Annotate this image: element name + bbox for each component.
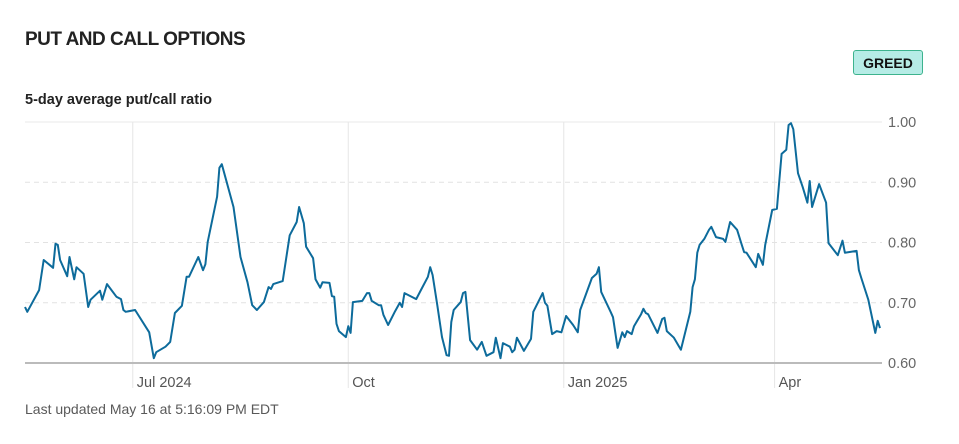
y-axis: 0.60 0.70 0.80 0.90 1.00 bbox=[888, 115, 916, 372]
y-tick-label: 0.90 bbox=[888, 175, 916, 191]
series-line bbox=[24, 122, 881, 360]
x-axis: Jul 2024 Oct Jan 2025 Apr bbox=[137, 375, 802, 391]
grid-lines bbox=[25, 121, 882, 388]
x-tick-label: Jul 2024 bbox=[137, 375, 192, 391]
y-tick-label: 0.60 bbox=[888, 356, 916, 372]
y-tick-label: 0.70 bbox=[888, 296, 916, 312]
section-title: PUT AND CALL OPTIONS bbox=[25, 29, 246, 50]
chart-subtitle: 5-day average put/call ratio bbox=[25, 92, 212, 108]
sentiment-badge: GREED bbox=[853, 50, 923, 75]
x-tick-label: Apr bbox=[779, 375, 802, 391]
y-tick-label: 0.80 bbox=[888, 236, 916, 252]
last-updated: Last updated May 16 at 5:16:09 PM EDT bbox=[25, 401, 279, 417]
x-tick-label: Jan 2025 bbox=[568, 375, 628, 391]
y-tick-label: 1.00 bbox=[888, 115, 916, 131]
x-tick-label: Oct bbox=[352, 375, 375, 391]
